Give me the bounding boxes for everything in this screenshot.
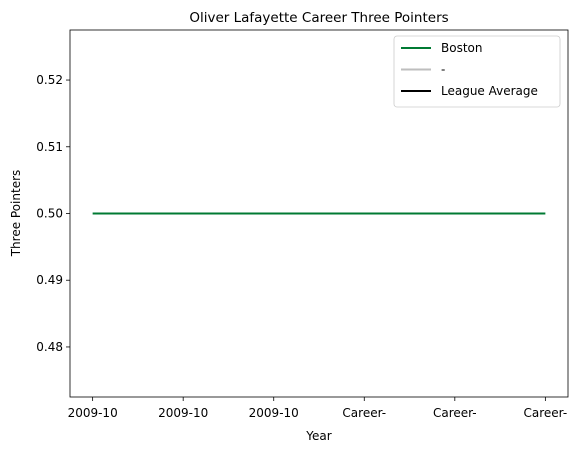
- chart-title: Oliver Lafayette Career Three Pointers: [189, 10, 448, 26]
- x-axis-label: Year: [305, 429, 331, 443]
- legend-label: Boston: [441, 41, 482, 55]
- y-tick-label: 0.48: [36, 340, 63, 354]
- plot-frame: [69, 29, 569, 398]
- y-axis-label: Three Pointers: [9, 170, 23, 258]
- x-tick-label: 2009-10: [158, 406, 208, 420]
- legend-label: League Average: [441, 84, 538, 98]
- x-tick-label: Career-: [433, 406, 477, 420]
- y-tick-label: 0.50: [36, 207, 63, 221]
- x-tick-label: 2009-10: [68, 406, 118, 420]
- x-tick-label: Career-: [524, 406, 568, 420]
- y-tick-label: 0.51: [36, 140, 63, 154]
- y-tick-label: 0.52: [36, 73, 63, 87]
- legend-label: -: [441, 63, 445, 77]
- legend-box: [393, 35, 561, 108]
- x-tick-label: 2009-10: [249, 406, 299, 420]
- y-tick-label: 0.49: [36, 273, 63, 287]
- x-tick-label: Career-: [342, 406, 386, 420]
